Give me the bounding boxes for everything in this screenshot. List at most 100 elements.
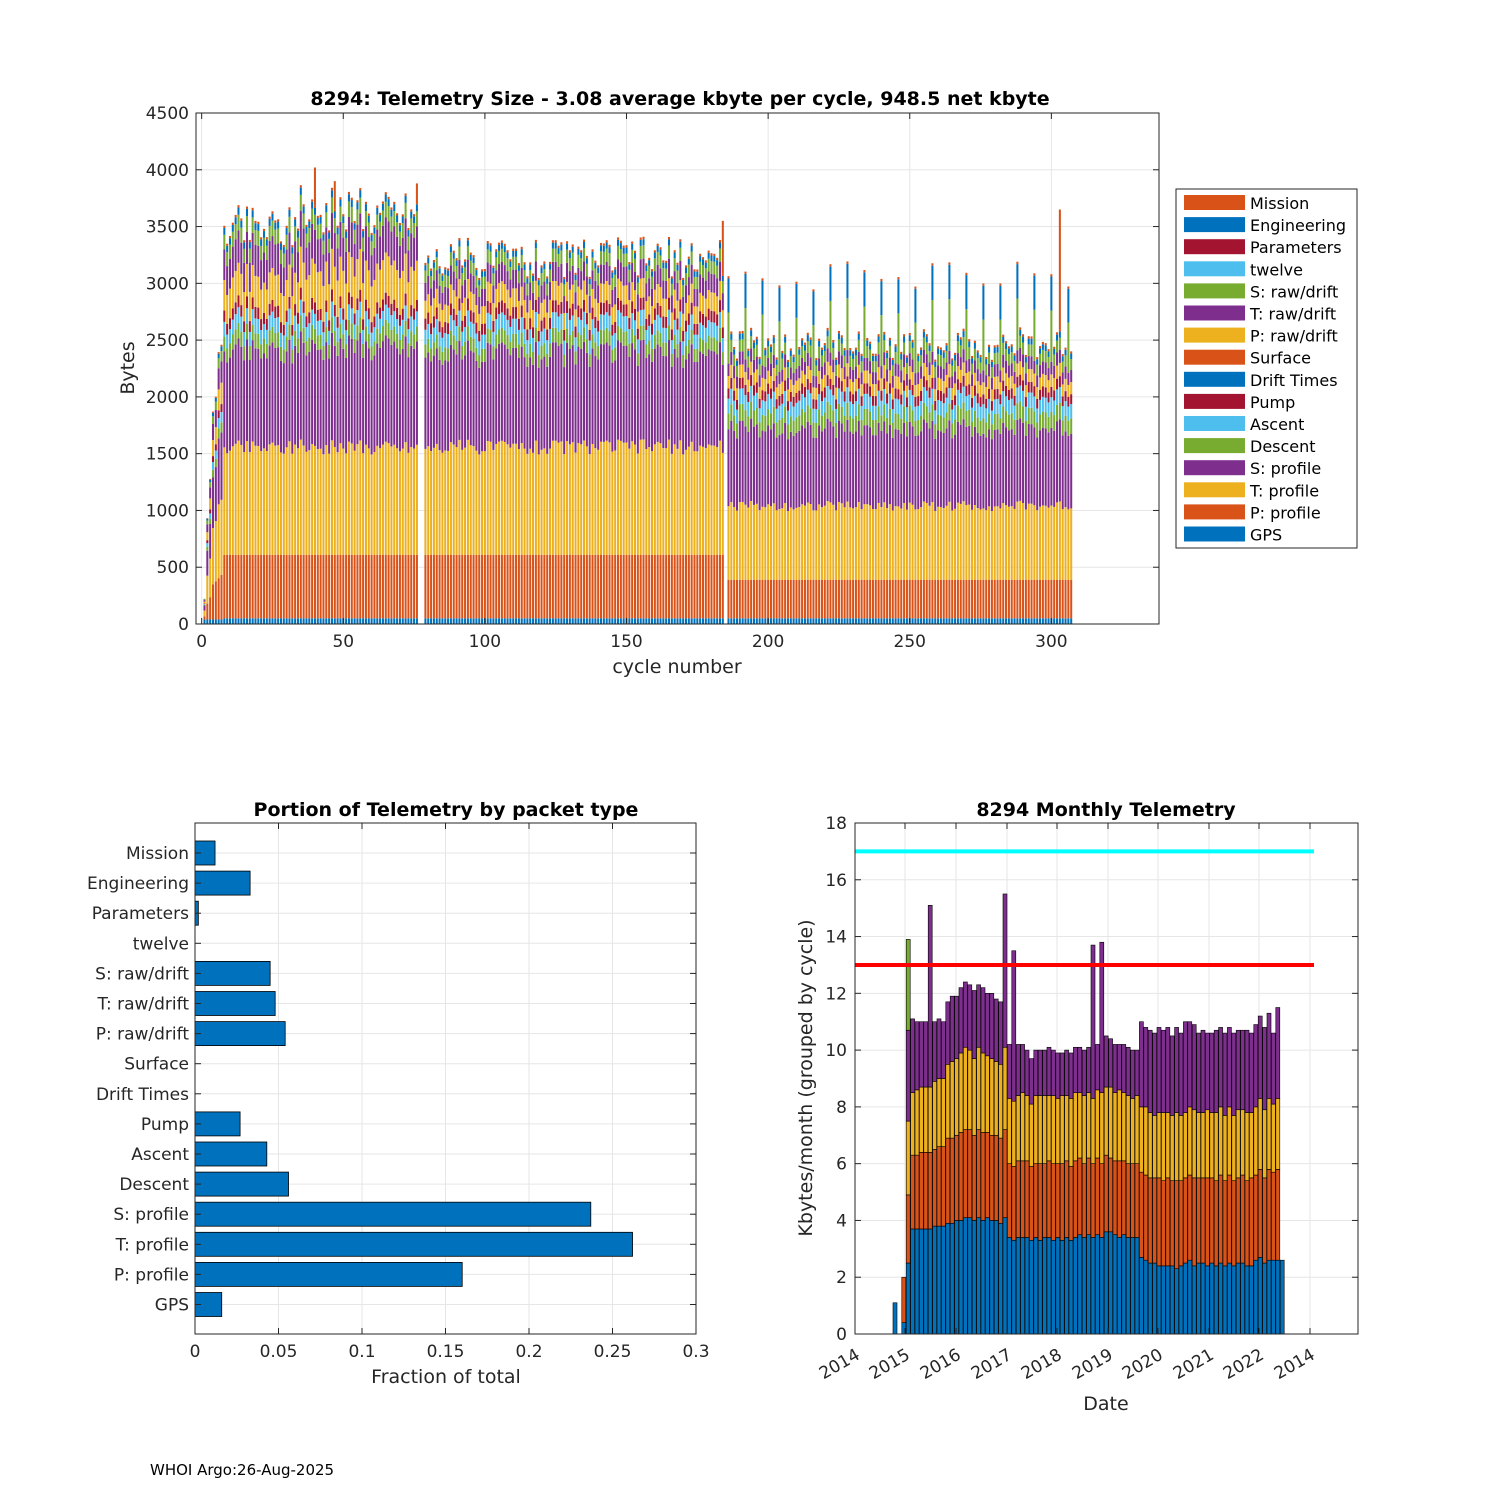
telemetry-bar-segment xyxy=(982,404,985,419)
monthly-bar-segment xyxy=(1222,1265,1228,1335)
telemetry-bar-segment xyxy=(690,243,693,246)
y-tick-label: 10 xyxy=(825,1041,847,1061)
telemetry-bar-segment xyxy=(1013,360,1016,372)
telemetry-bar-segment xyxy=(231,554,234,619)
telemetry-bar-segment xyxy=(764,355,767,367)
telemetry-bar-segment xyxy=(733,415,736,431)
telemetry-bar-segment xyxy=(342,554,345,619)
telemetry-bar-segment xyxy=(1056,579,1059,619)
telemetry-bar-segment xyxy=(656,554,659,619)
telemetry-bar-segment xyxy=(438,266,441,269)
telemetry-bar-segment xyxy=(206,543,209,547)
telemetry-bar-segment xyxy=(922,618,925,624)
telemetry-bar-segment xyxy=(353,554,356,619)
telemetry-bar-segment xyxy=(384,618,387,624)
telemetry-bar-segment xyxy=(350,308,353,324)
telemetry-bar-segment xyxy=(778,287,781,322)
telemetry-bar-segment xyxy=(693,334,696,349)
telemetry-bar-segment xyxy=(1044,412,1047,429)
telemetry-bar-segment xyxy=(956,366,959,380)
telemetry-bar-segment xyxy=(973,385,976,396)
telemetry-bar-segment xyxy=(829,502,832,580)
telemetry-bar-segment xyxy=(758,398,761,409)
telemetry-bar-segment xyxy=(1022,422,1025,504)
telemetry-bar-segment xyxy=(342,216,345,224)
telemetry-bar-segment xyxy=(452,290,455,309)
telemetry-bar-segment xyxy=(274,229,277,245)
telemetry-bar-segment xyxy=(767,504,770,580)
monthly-bar-segment xyxy=(1051,1163,1056,1241)
telemetry-bar-segment xyxy=(752,426,755,505)
telemetry-bar-segment xyxy=(761,390,764,401)
monthly-bar-segment xyxy=(1152,1177,1157,1264)
telemetry-bar-segment xyxy=(769,363,772,377)
telemetry-bar-segment xyxy=(625,316,628,332)
telemetry-bar-segment xyxy=(682,330,685,342)
telemetry-bar-segment xyxy=(214,396,217,398)
legend-swatch xyxy=(1184,393,1245,409)
telemetry-bar-segment xyxy=(503,554,506,619)
telemetry-bar-segment xyxy=(962,337,965,350)
telemetry-bar-segment xyxy=(1013,434,1016,509)
telemetry-bar-segment xyxy=(515,256,518,270)
telemetry-bar-segment xyxy=(260,237,263,240)
telemetry-bar-segment xyxy=(492,554,495,619)
telemetry-bar-segment xyxy=(911,426,914,505)
telemetry-bar-segment xyxy=(336,234,339,249)
telemetry-bar-segment xyxy=(1005,396,1008,412)
telemetry-bar-segment xyxy=(546,453,549,555)
telemetry-bar-segment xyxy=(543,263,546,270)
telemetry-bar-segment xyxy=(551,312,554,328)
telemetry-bar-segment xyxy=(424,357,427,449)
telemetry-bar-segment xyxy=(835,618,838,624)
telemetry-bar-segment xyxy=(758,359,761,365)
telemetry-bar-segment xyxy=(469,273,472,292)
telemetry-bar-segment xyxy=(381,210,384,226)
telemetry-bar-segment xyxy=(574,309,577,327)
telemetry-bar-segment xyxy=(911,342,914,348)
telemetry-bar-segment xyxy=(826,401,829,419)
telemetry-bar-segment xyxy=(905,355,908,358)
telemetry-bar-segment xyxy=(520,332,523,347)
monthly-bar-segment xyxy=(1117,1089,1122,1162)
telemetry-bar-segment xyxy=(713,322,716,338)
telemetry-bar-segment xyxy=(832,372,835,385)
legend-label: Descent xyxy=(1250,437,1316,456)
portion-bar xyxy=(194,1171,289,1197)
telemetry-bar-segment xyxy=(472,618,475,624)
telemetry-bar-segment xyxy=(971,407,974,422)
telemetry-bar-segment xyxy=(489,618,492,624)
telemetry-bar-segment xyxy=(339,199,342,207)
monthly-bar-segment xyxy=(1073,1160,1078,1238)
telemetry-bar-segment xyxy=(1067,396,1070,407)
telemetry-bar-segment xyxy=(775,387,778,400)
monthly-bar-segment xyxy=(1200,1029,1206,1113)
telemetry-bar-segment xyxy=(741,579,744,619)
telemetry-bar-segment xyxy=(639,278,642,299)
telemetry-bar-segment xyxy=(611,289,614,308)
telemetry-bar-segment xyxy=(954,395,957,406)
telemetry-bar-segment xyxy=(520,255,523,268)
telemetry-bar-segment xyxy=(662,342,665,356)
telemetry-bar-segment xyxy=(786,410,789,425)
telemetry-bar-segment xyxy=(364,341,367,445)
telemetry-bar-segment xyxy=(435,618,438,624)
telemetry-bar-segment xyxy=(786,377,789,390)
telemetry-bar-segment xyxy=(330,289,333,302)
telemetry-bar-segment xyxy=(951,579,954,619)
telemetry-bar-segment xyxy=(718,300,722,313)
monthly-bar-segment xyxy=(949,1061,955,1139)
telemetry-bar-segment xyxy=(455,260,458,267)
telemetry-bar-segment xyxy=(617,439,620,555)
telemetry-bar-segment xyxy=(636,282,639,295)
telemetry-bar-segment xyxy=(481,276,484,289)
telemetry-bar-segment xyxy=(308,323,311,338)
telemetry-bar-segment xyxy=(398,245,401,279)
telemetry-bar-segment xyxy=(529,554,532,619)
telemetry-bar-segment xyxy=(829,352,832,366)
telemetry-bar-segment xyxy=(857,351,860,365)
telemetry-bar-segment xyxy=(622,554,625,619)
telemetry-bar-segment xyxy=(891,376,894,388)
category-label: T: raw/drift xyxy=(96,995,189,1015)
telemetry-bar-segment xyxy=(384,217,387,253)
